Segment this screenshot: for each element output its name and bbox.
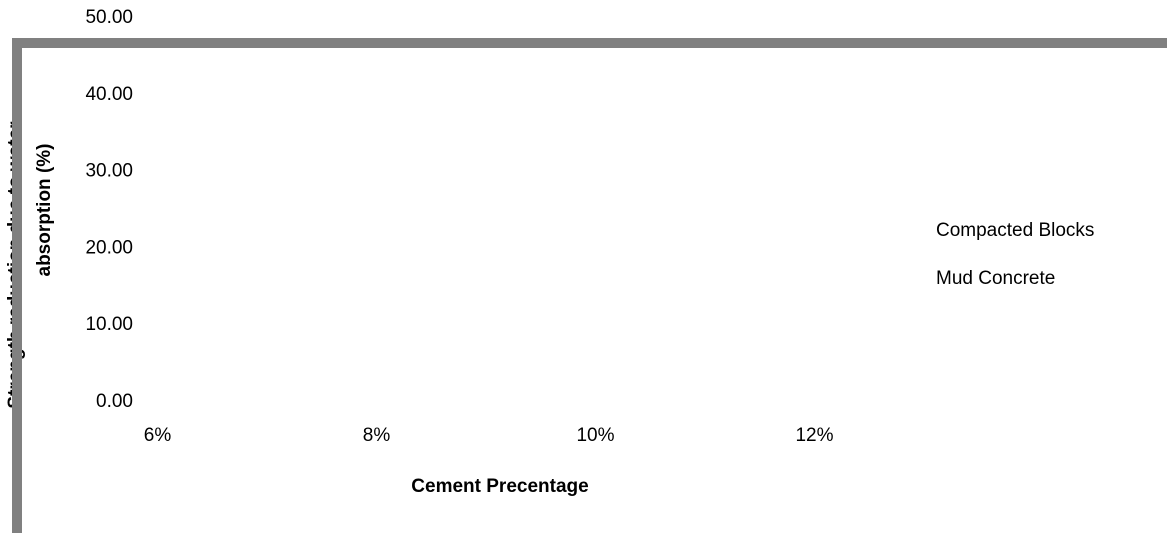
x-tick-label: 12% xyxy=(795,425,833,446)
y-tick-label: 10.00 xyxy=(85,314,133,335)
frame-border xyxy=(12,38,22,533)
y-tick-label: 20.00 xyxy=(85,237,133,258)
y-tick-label: 30.00 xyxy=(85,161,133,182)
x-tick-label: 10% xyxy=(576,425,614,446)
y-axis-title: absorption (%) xyxy=(34,144,55,277)
x-tick-label: 6% xyxy=(144,425,172,446)
y-tick-label: 40.00 xyxy=(85,84,133,105)
x-axis-title: Cement Precentage xyxy=(411,476,588,497)
legend-label: Compacted Blocks xyxy=(936,220,1094,241)
frame-border xyxy=(12,38,1167,48)
y-tick-label: 0.00 xyxy=(96,391,133,412)
x-tick-label: 8% xyxy=(363,425,391,446)
legend-label: Mud Concrete xyxy=(936,268,1055,289)
y-tick-label: 50.00 xyxy=(85,7,133,28)
